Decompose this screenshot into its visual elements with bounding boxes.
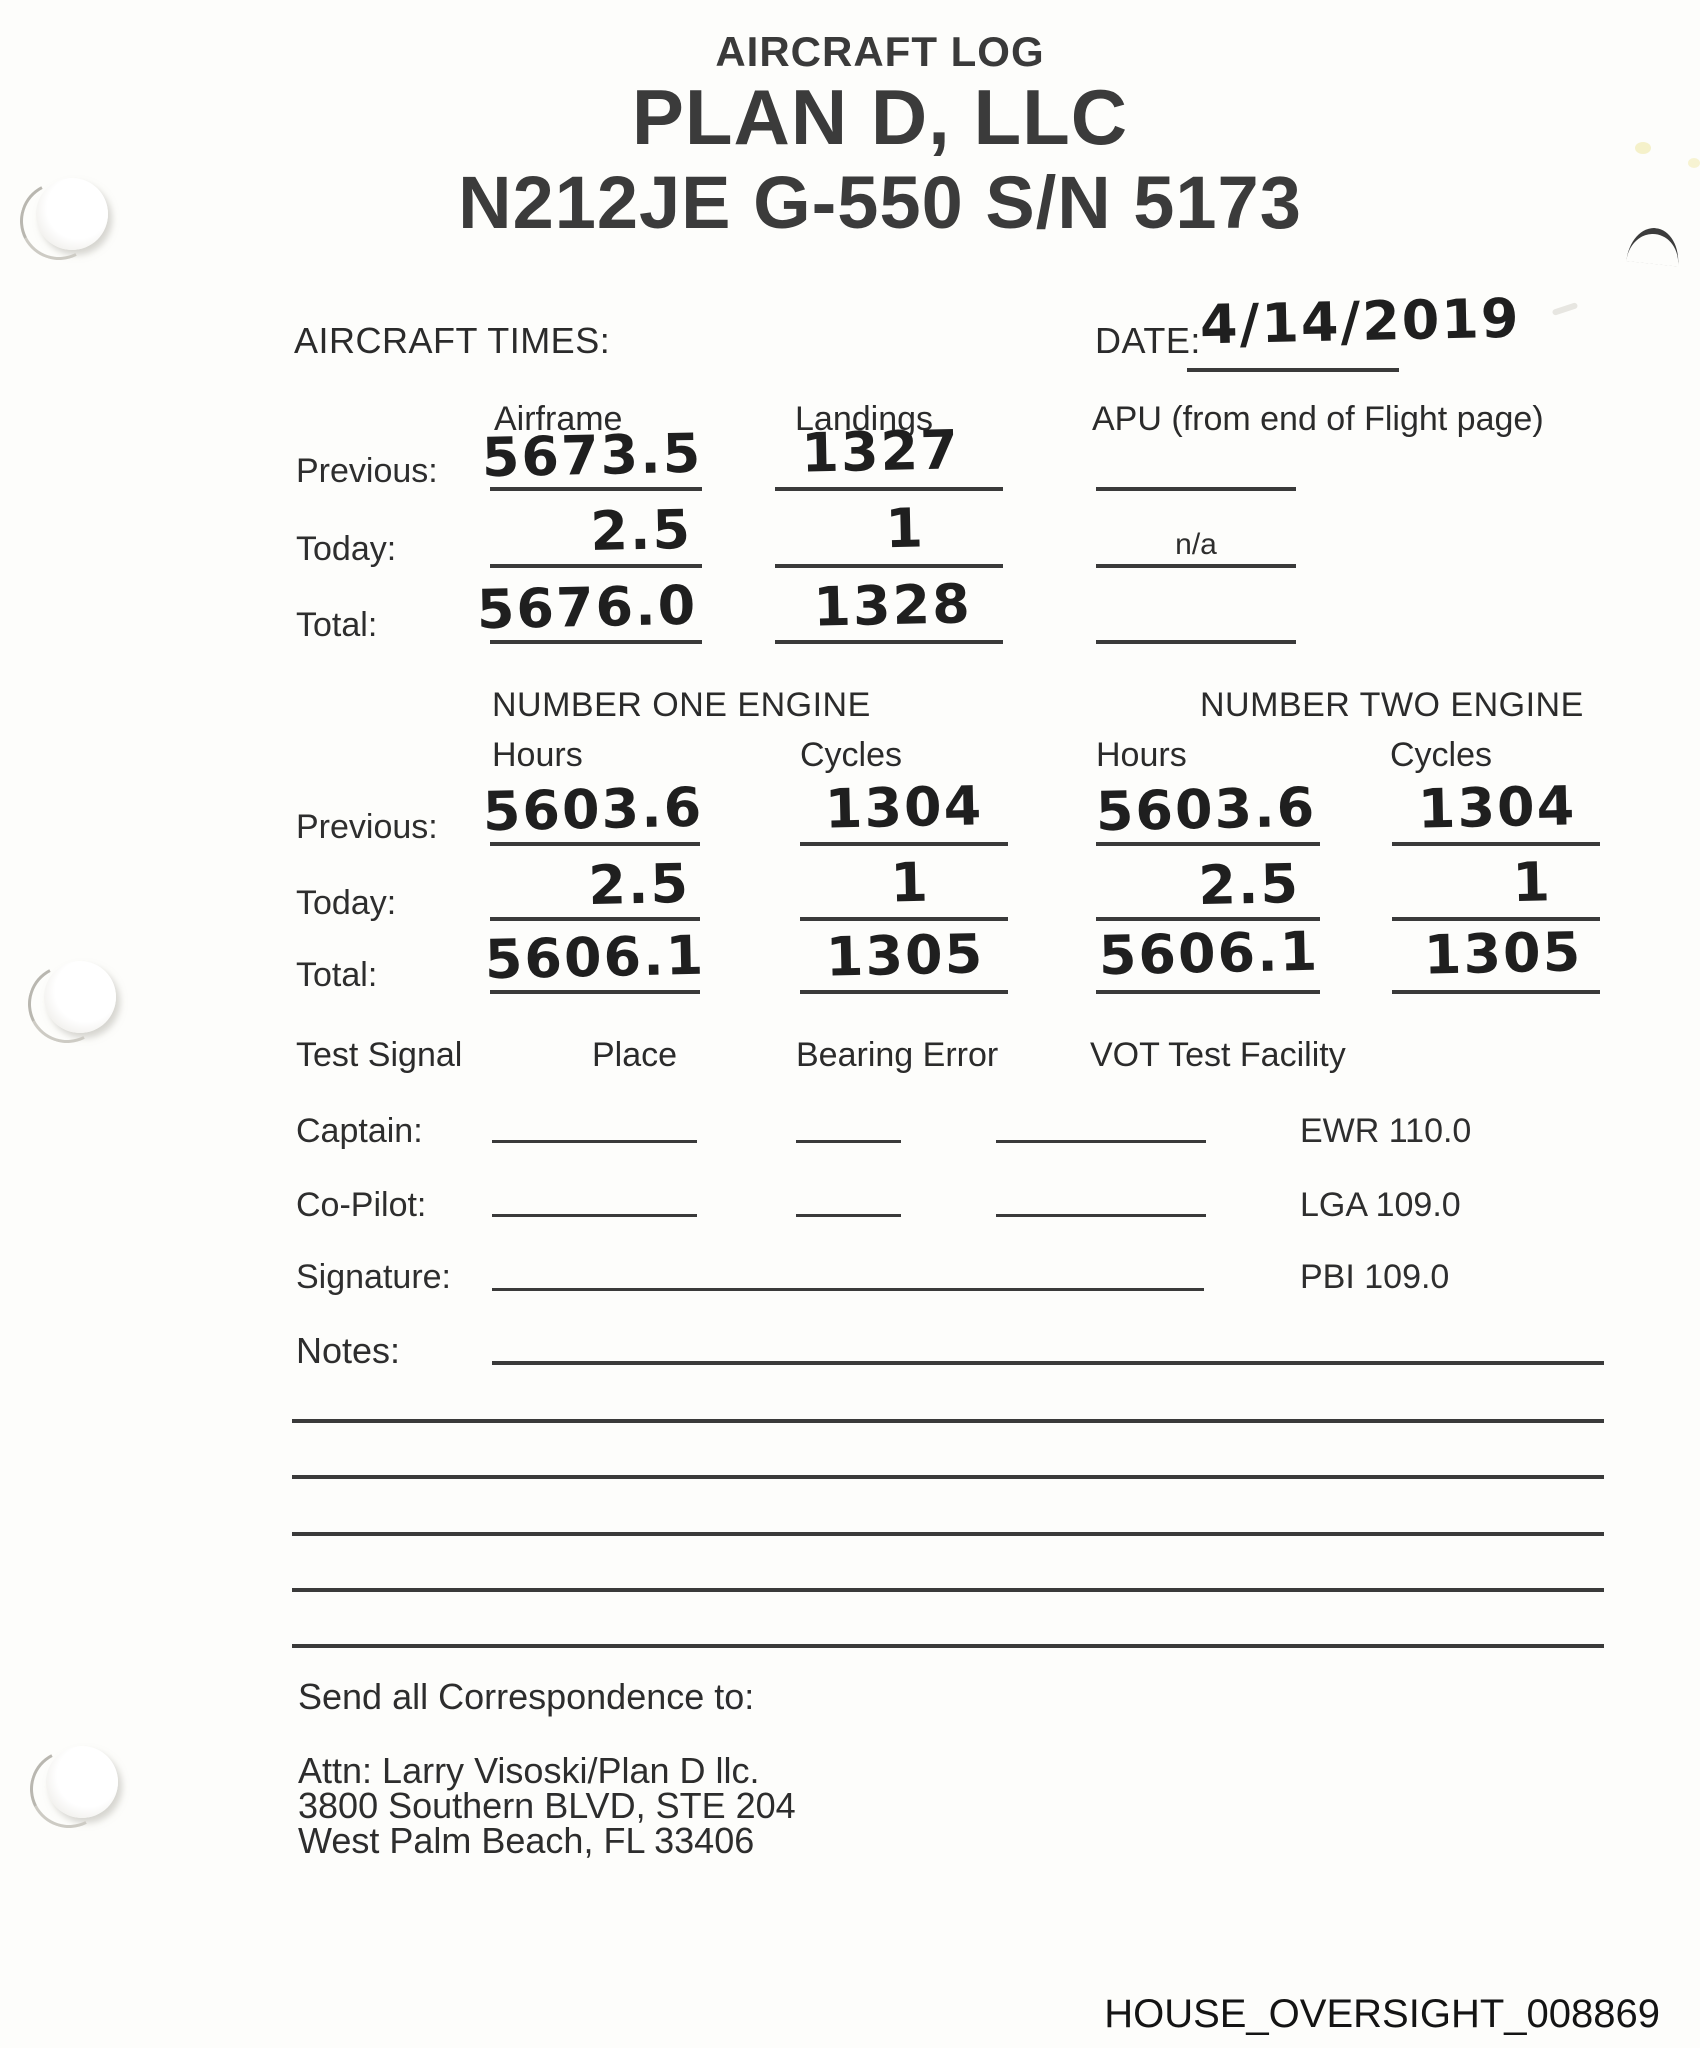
e2-cycles-today-value: 1 — [1511, 850, 1553, 915]
airframe-total-value: 5676.0 — [476, 573, 698, 642]
notes-line-3 — [292, 1475, 1604, 1479]
e1-hours-total-value: 5606.1 — [484, 923, 706, 992]
copilot-label: Co-Pilot: — [296, 1186, 427, 1224]
landings-previous-line — [775, 487, 1003, 491]
document-id: HOUSE_OVERSIGHT_008869 — [1104, 1992, 1660, 2036]
e1-cycles-previous-line — [800, 842, 1008, 846]
apu-total-line — [1096, 640, 1296, 644]
punch-hole-middle — [44, 961, 116, 1033]
scan-speck — [1688, 158, 1700, 168]
e2-cycles-total-line — [1392, 990, 1600, 994]
punch-hole-top — [36, 178, 108, 250]
airframe-previous-line — [490, 487, 702, 491]
aircraft-id: N212JE G-550 S/N 5173 — [458, 161, 1302, 244]
engine2-hours-header: Hours — [1096, 736, 1187, 774]
scan-speck — [1635, 142, 1651, 154]
e1-hours-today-value: 2.5 — [587, 851, 691, 918]
notes-line-4 — [292, 1532, 1604, 1536]
e2-hours-today-line — [1096, 917, 1320, 921]
e1-cycles-previous-value: 1304 — [824, 774, 984, 841]
col-landings: Landings — [795, 400, 934, 438]
e1-cycles-total-value: 1305 — [825, 922, 985, 989]
e2-hours-total-line — [1096, 990, 1320, 994]
landings-today-line — [775, 564, 1003, 568]
aircraft-times-label: AIRCRAFT TIMES: — [294, 320, 611, 361]
notes-line-1 — [492, 1361, 1604, 1365]
apu-today-value: n/a — [1175, 528, 1217, 561]
date-value-handwritten: 4/14/2019 — [1199, 286, 1522, 357]
e2-cycles-today-line — [1392, 917, 1600, 921]
captain-bearing-line — [796, 1140, 901, 1143]
e2-cycles-total-value: 1305 — [1423, 920, 1583, 987]
correspondence-heading: Send all Correspondence to: — [298, 1676, 755, 1717]
e1-cycles-today-line — [800, 917, 1008, 921]
date-line — [1187, 368, 1399, 372]
engine-two-title: NUMBER TWO ENGINE — [1200, 686, 1584, 724]
correspondence-address1: 3800 Southern BLVD, STE 204 — [298, 1785, 796, 1826]
airframe-total-line — [490, 640, 702, 644]
e2-hours-previous-line — [1096, 842, 1320, 846]
apu-previous-line — [1096, 487, 1296, 491]
row-label-today: Today: — [296, 530, 397, 568]
date-label: DATE: — [1095, 320, 1201, 361]
punch-hole-bottom — [46, 1746, 118, 1818]
engine-row-label-previous: Previous: — [296, 808, 438, 846]
landings-previous-value: 1327 — [800, 418, 961, 485]
e2-cycles-previous-value: 1304 — [1417, 774, 1577, 841]
row-label-total: Total: — [296, 606, 378, 644]
col-vot-facility: VOT Test Facility — [1090, 1036, 1346, 1074]
notes-line-2 — [292, 1419, 1604, 1423]
airframe-today-value: 2.5 — [589, 497, 693, 564]
airframe-previous-value: 5673.5 — [481, 421, 703, 490]
engine-one-title: NUMBER ONE ENGINE — [492, 686, 871, 724]
e2-hours-previous-value: 5603.6 — [1095, 775, 1317, 844]
notes-line-6 — [292, 1644, 1604, 1648]
e1-cycles-today-value: 1 — [889, 850, 931, 915]
facility-pbi: PBI 109.0 — [1300, 1258, 1450, 1296]
copilot-vot-line — [996, 1214, 1206, 1217]
apu-today-line — [1096, 564, 1296, 568]
page-title: AIRCRAFT LOG — [715, 28, 1045, 75]
airframe-today-line — [490, 564, 702, 568]
e1-cycles-total-line — [800, 990, 1008, 994]
row-label-previous: Previous: — [296, 452, 438, 490]
col-bearing-error: Bearing Error — [796, 1036, 999, 1074]
facility-lga: LGA 109.0 — [1300, 1186, 1461, 1224]
correspondence-address2: West Palm Beach, FL 33406 — [298, 1820, 755, 1861]
e2-hours-today-value: 2.5 — [1197, 852, 1301, 918]
e2-hours-total-value: 5606.1 — [1098, 919, 1320, 988]
e1-hours-total-line — [490, 990, 700, 994]
landings-total-line — [775, 640, 1003, 644]
company-name: PLAN D, LLC — [631, 73, 1129, 161]
col-apu: APU (from end of Flight page) — [1092, 400, 1544, 438]
e2-cycles-previous-line — [1392, 842, 1600, 846]
engine-row-label-today: Today: — [296, 884, 397, 922]
captain-label: Captain: — [296, 1112, 423, 1150]
copilot-bearing-line — [796, 1214, 901, 1217]
landings-total-value: 1328 — [812, 572, 973, 639]
facility-ewr: EWR 110.0 — [1300, 1112, 1472, 1150]
e1-hours-today-line — [490, 917, 700, 921]
landings-today-value: 1 — [884, 496, 926, 561]
engine2-cycles-header: Cycles — [1390, 736, 1493, 774]
scan-speck — [1551, 302, 1579, 316]
col-test-signal: Test Signal — [296, 1036, 463, 1074]
signature-line — [492, 1288, 1204, 1291]
notes-line-5 — [292, 1588, 1604, 1592]
e1-hours-previous-value: 5603.6 — [482, 775, 704, 844]
notes-label: Notes: — [296, 1330, 401, 1371]
engine1-hours-header: Hours — [492, 736, 583, 774]
col-airframe: Airframe — [494, 400, 623, 438]
captain-vot-line — [996, 1140, 1206, 1143]
signature-label: Signature: — [296, 1258, 451, 1296]
engine1-cycles-header: Cycles — [800, 736, 903, 774]
correspondence-attn: Attn: Larry Visoski/Plan D llc. — [298, 1750, 760, 1791]
e1-hours-previous-line — [490, 842, 700, 846]
captain-place-line — [492, 1140, 697, 1143]
engine-row-label-total: Total: — [296, 956, 378, 994]
col-place: Place — [592, 1036, 678, 1074]
copilot-place-line — [492, 1214, 697, 1217]
